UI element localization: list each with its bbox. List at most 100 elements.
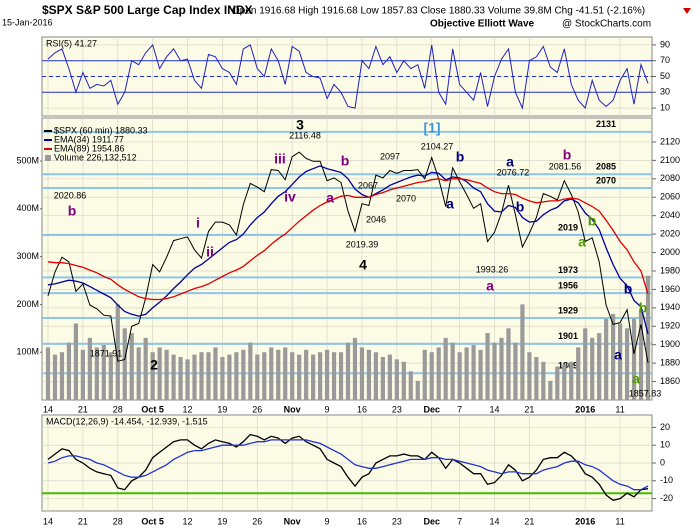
volume-bar	[241, 349, 246, 400]
volume-bar	[534, 356, 539, 400]
annotation: 2	[150, 357, 158, 373]
volume-bar	[548, 380, 553, 400]
volume-bar	[478, 349, 483, 400]
volume-bar	[401, 361, 406, 400]
x-tick-label: Dec	[423, 516, 440, 526]
series-line	[47, 178, 649, 301]
y-tick-label: 90	[660, 39, 670, 49]
volume-bar	[178, 356, 183, 400]
volume-bar	[408, 371, 413, 400]
volume-bar	[101, 345, 106, 400]
x-tick-label: 9	[325, 404, 330, 414]
annotation: b	[639, 300, 648, 316]
volume-bar	[422, 349, 427, 400]
volume-bar	[415, 380, 420, 400]
volume-bar	[506, 328, 511, 400]
volume-bar	[373, 352, 378, 400]
y-tick-label: 70	[660, 55, 670, 65]
volume-bar	[443, 337, 448, 400]
volume-bar	[380, 356, 385, 400]
annotation: b	[456, 149, 465, 165]
x-tick-label: Oct 5	[141, 404, 164, 414]
x-tick-label: 23	[392, 516, 402, 526]
y-tick-label: 0	[660, 457, 665, 467]
x-tick-label: 21	[78, 404, 88, 414]
volume-bar	[297, 354, 302, 400]
annotation: 4	[359, 257, 367, 273]
volume-bar	[450, 342, 455, 400]
volume-bar	[199, 352, 204, 400]
panel-title: MACD(12,26,9) -14.454, -12.939, -1.515	[46, 416, 208, 426]
annotation: 1857.83	[629, 388, 662, 398]
annotation: a	[486, 278, 494, 294]
volume-bar	[52, 354, 58, 400]
date: 15-Jan-2016	[2, 17, 53, 27]
x-tick-label: 7	[457, 404, 462, 414]
x-tick-label: 21	[524, 404, 534, 414]
annotation: a	[632, 371, 640, 387]
x-tick-label: 26	[252, 404, 262, 414]
level-label: 1901	[558, 331, 578, 341]
volume-bar	[527, 352, 532, 400]
rsi-line	[47, 43, 649, 110]
annotation: iii	[274, 151, 286, 167]
volume-bar	[136, 347, 141, 400]
y-tick-label: 2020	[660, 228, 680, 238]
x-tick-label: 19	[217, 516, 227, 526]
annotation: a	[506, 154, 514, 170]
series-line	[47, 439, 649, 491]
volume-bar	[338, 352, 344, 400]
legend-label: EMA(34) 1911.77	[54, 134, 124, 144]
annotation: b	[68, 203, 77, 219]
x-tick-label: 21	[524, 516, 534, 526]
volume-bar	[638, 309, 644, 400]
volume-bar	[66, 342, 72, 400]
volume-bar	[394, 359, 399, 400]
x-tick-label: 28	[113, 404, 123, 414]
x-tick-label: 2016	[575, 516, 595, 526]
volume-bar	[269, 347, 274, 400]
annotation: 2081.56	[549, 161, 582, 171]
x-tick-label: 7	[457, 516, 462, 526]
volume-bar	[290, 352, 295, 400]
volume-bar	[185, 359, 190, 400]
volume-bar	[318, 352, 323, 400]
x-tick-label: 16	[357, 404, 367, 414]
legend-label: EMA(89) 1954.86	[54, 143, 125, 153]
volume-bar	[555, 366, 560, 400]
x-tick-label: Nov	[284, 404, 301, 414]
y-tick-label: 1900	[660, 339, 680, 349]
y-tick-label: 2000	[660, 247, 680, 257]
quote: Open 1916.68 High 1916.68 Low 1857.83 Cl…	[232, 6, 645, 17]
annotation: b	[624, 281, 633, 297]
annotation: a	[578, 234, 586, 250]
volume-bar	[618, 323, 623, 400]
volume-bar	[150, 352, 155, 400]
volume-bar	[541, 361, 546, 400]
volume-bar	[262, 352, 267, 400]
annotation: 2070	[396, 193, 416, 203]
annotation: a	[326, 190, 334, 206]
volume-bar	[255, 354, 260, 400]
volume-bar	[129, 333, 134, 400]
volume-bar	[597, 333, 602, 400]
volume-bar	[108, 352, 113, 400]
annotation: ii	[206, 244, 214, 260]
annotation: 1993.26	[476, 264, 509, 274]
x-tick-label: 19	[217, 404, 227, 414]
y-tick-label: 30	[660, 87, 670, 97]
x-tick-label: 14	[43, 404, 53, 414]
volume-bar	[520, 304, 525, 400]
credit: @ StockCharts.com	[562, 19, 651, 30]
volume-bar	[359, 347, 365, 400]
y-tick-label: 1880	[660, 358, 680, 368]
x-tick-label: 23	[392, 404, 402, 414]
volume-bar	[171, 354, 176, 400]
volume-tick-label: 100M	[16, 347, 39, 357]
x-tick-label: 21	[78, 516, 88, 526]
x-tick-label: 11	[615, 404, 624, 414]
level-label: 2019	[558, 222, 578, 232]
down-marker	[683, 8, 691, 14]
x-tick-label: 2016	[575, 404, 595, 414]
